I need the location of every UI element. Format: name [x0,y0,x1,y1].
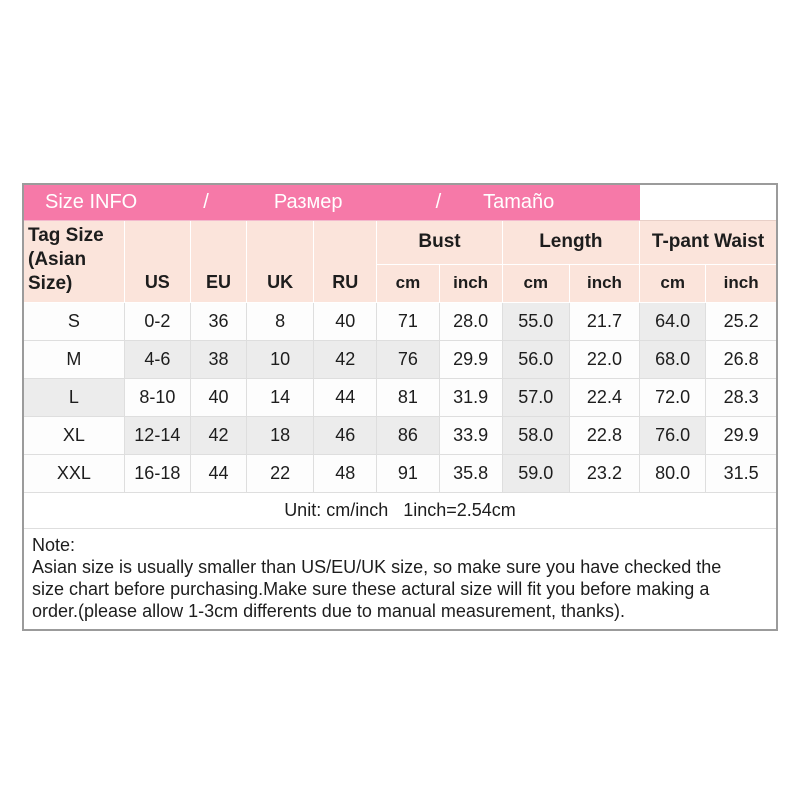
size-cell: 38 [189,339,248,379]
size-cell: 26.8 [705,339,778,379]
size-cell: 68.0 [639,339,707,379]
tag-cell: L [22,377,125,417]
header-tpant-waist: T-pant Waist [639,219,778,265]
note-line: Asian size is usually smaller than US/EU… [32,556,722,577]
size-cell: 29.9 [438,339,503,379]
size-row-m: M 4-6 38 10 42 76 29.9 56.0 22.0 68.0 26… [22,339,778,379]
size-cell: 31.5 [705,453,778,493]
size-cell: 35.8 [438,453,503,493]
size-cell: 57.0 [501,377,570,417]
size-cell: 44 [313,377,378,417]
size-cell: 81 [376,377,440,417]
size-cell: 48 [313,453,378,493]
size-chart-table: Size INFO / Размер / Tamaño Tag Size (As… [22,183,778,631]
size-cell: 22 [246,453,315,493]
note-title: Note: [32,534,76,555]
size-cell: 4-6 [123,339,191,379]
size-cell: 40 [189,377,248,417]
banner-blank-cell [639,184,777,221]
banner-label-es: Tamaño [483,190,555,213]
unit-note: Unit: cm/inch 1inch=2.54cm [22,491,778,529]
banner-text: Size INFO / Размер / Tamaño [24,191,639,214]
size-row-l: L 8-10 40 14 44 81 31.9 57.0 22.4 72.0 2… [22,377,778,417]
size-cell: 31.9 [438,377,503,417]
size-cell: 40 [313,301,378,341]
note-block: Note: Asian size is usually smaller than… [22,527,778,630]
banner-label-en: Size INFO [45,190,138,213]
size-cell: 86 [376,415,440,455]
header-unit-row: cm inch cm inch cm inch [23,263,778,303]
tag-size-line: Tag Size [28,224,104,246]
size-cell: 22.8 [568,415,641,455]
header-waist-cm: cm [639,263,707,303]
size-cell: 10 [246,339,315,379]
header-eu: EU [189,219,248,303]
header-waist-inch: inch [705,263,778,303]
size-cell: 18 [246,415,315,455]
size-cell: 29.9 [705,415,778,455]
size-chart: Size INFO / Размер / Tamaño Tag Size (As… [22,183,778,631]
header-bust-cm: cm [376,263,440,303]
size-cell: 76 [376,339,440,379]
tag-size-line: (Asian [28,248,87,270]
header-group-row: Tag Size (Asian Size) US EU UK RU Bust L… [22,219,778,303]
size-cell: 16-18 [123,453,191,493]
size-cell: 42 [189,415,248,455]
size-cell: 14 [246,377,315,417]
tag-cell: XXL [22,453,125,493]
header-uk: UK [246,219,315,303]
size-cell: 71 [376,301,440,341]
header-tag-size: Tag Size (Asian Size) [22,219,125,303]
size-cell: 46 [313,415,378,455]
tag-cell: XL [22,415,125,455]
size-cell: 8-10 [123,377,191,417]
size-cell: 44 [189,453,248,493]
header-length-cm: cm [501,263,570,303]
tag-size-line: Size) [28,272,73,294]
size-cell: 25.2 [705,301,778,341]
size-row-s: S 0-2 36 8 40 71 28.0 55.0 21.7 64.0 25.… [22,301,778,341]
banner-label-ru: Размер [273,190,343,213]
size-cell: 64.0 [639,301,707,341]
header-length: Length [501,219,641,265]
size-cell: 55.0 [501,301,570,341]
header-length-inch: inch [568,263,641,303]
header-bust-inch: inch [438,263,503,303]
size-cell: 58.0 [501,415,570,455]
size-cell: 36 [189,301,248,341]
size-info-banner: Size INFO / Размер / Tamaño [22,183,641,221]
size-cell: 72.0 [639,377,707,417]
banner-separator: / [203,190,209,213]
note-line: size chart before purchasing.Make sure t… [32,578,710,599]
size-cell: 42 [313,339,378,379]
header-ru: RU [313,219,378,303]
size-cell: 0-2 [123,301,191,341]
size-cell: 80.0 [639,453,707,493]
size-row-xxl: XXL 16-18 44 22 48 91 35.8 59.0 23.2 80.… [22,453,778,493]
size-cell: 28.0 [438,301,503,341]
size-cell: 59.0 [501,453,570,493]
unit-row: Unit: cm/inch 1inch=2.54cm [22,491,778,529]
banner-row: Size INFO / Размер / Tamaño [22,183,777,221]
size-row-xl: XL 12-14 42 18 46 86 33.9 58.0 22.8 76.0… [22,415,778,455]
note-line: order.(please allow 1-3cm differents due… [32,600,625,621]
tag-cell: M [22,339,125,379]
banner-separator: / [435,190,442,213]
size-cell: 22.0 [568,339,641,379]
note-row: Note: Asian size is usually smaller than… [22,527,778,630]
size-cell: 28.3 [705,377,778,417]
size-cell: 76.0 [639,415,707,455]
tag-cell: S [22,301,125,341]
size-cell: 21.7 [568,301,641,341]
size-cell: 91 [376,453,440,493]
size-cell: 22.4 [568,377,641,417]
header-bust: Bust [376,219,503,265]
size-cell: 8 [246,301,315,341]
header-us: US [123,219,191,303]
size-cell: 12-14 [123,415,191,455]
size-cell: 23.2 [568,453,641,493]
size-cell: 56.0 [501,339,570,379]
size-cell: 33.9 [438,415,503,455]
